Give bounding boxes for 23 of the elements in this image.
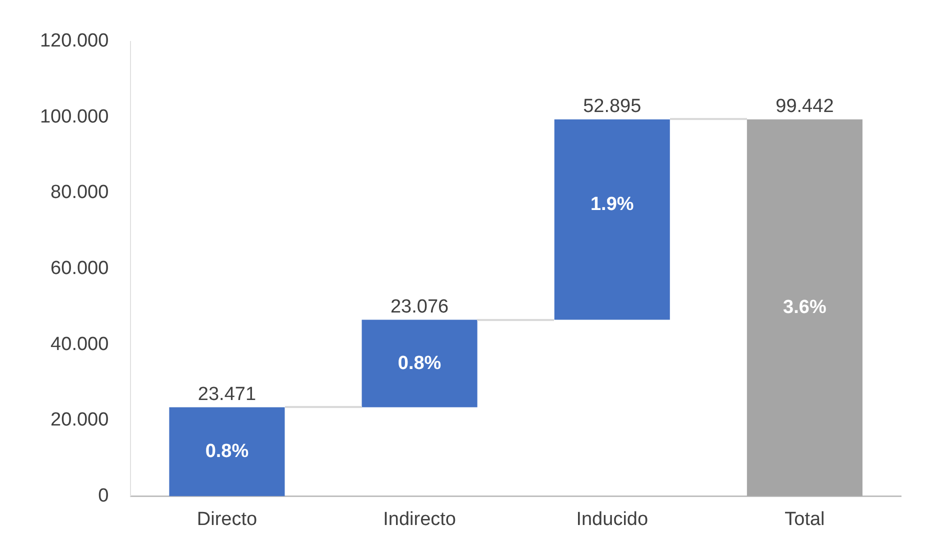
y-tick-label: 40.000 — [50, 334, 109, 355]
annotation: 3.6% — [783, 296, 826, 318]
x-tick-label: Total — [784, 508, 825, 530]
data-label: 99.442 — [776, 96, 834, 118]
bar — [554, 119, 670, 320]
bar — [362, 320, 478, 408]
annotation: 1.9% — [590, 194, 634, 215]
bar — [169, 407, 285, 496]
annotation: 0.8% — [205, 440, 249, 462]
data-label: 23.076 — [390, 296, 449, 318]
y-tick-label: 20.000 — [50, 410, 109, 431]
annotation: 0.8% — [398, 352, 442, 374]
y-tick-label: 0 — [98, 485, 109, 506]
x-tick-label: Directo — [196, 508, 258, 530]
x-tick-label: Indirecto — [383, 508, 456, 530]
y-tick-label: 120.000 — [40, 30, 109, 52]
data-label: 23.471 — [198, 384, 256, 405]
y-tick-label: 60.000 — [50, 258, 109, 280]
data-label: 52.895 — [583, 96, 642, 118]
x-tick-label: Inducido — [576, 508, 648, 530]
y-tick-label: 80.000 — [50, 182, 109, 204]
bar — [746, 119, 862, 496]
y-tick-label: 100.000 — [40, 106, 109, 128]
